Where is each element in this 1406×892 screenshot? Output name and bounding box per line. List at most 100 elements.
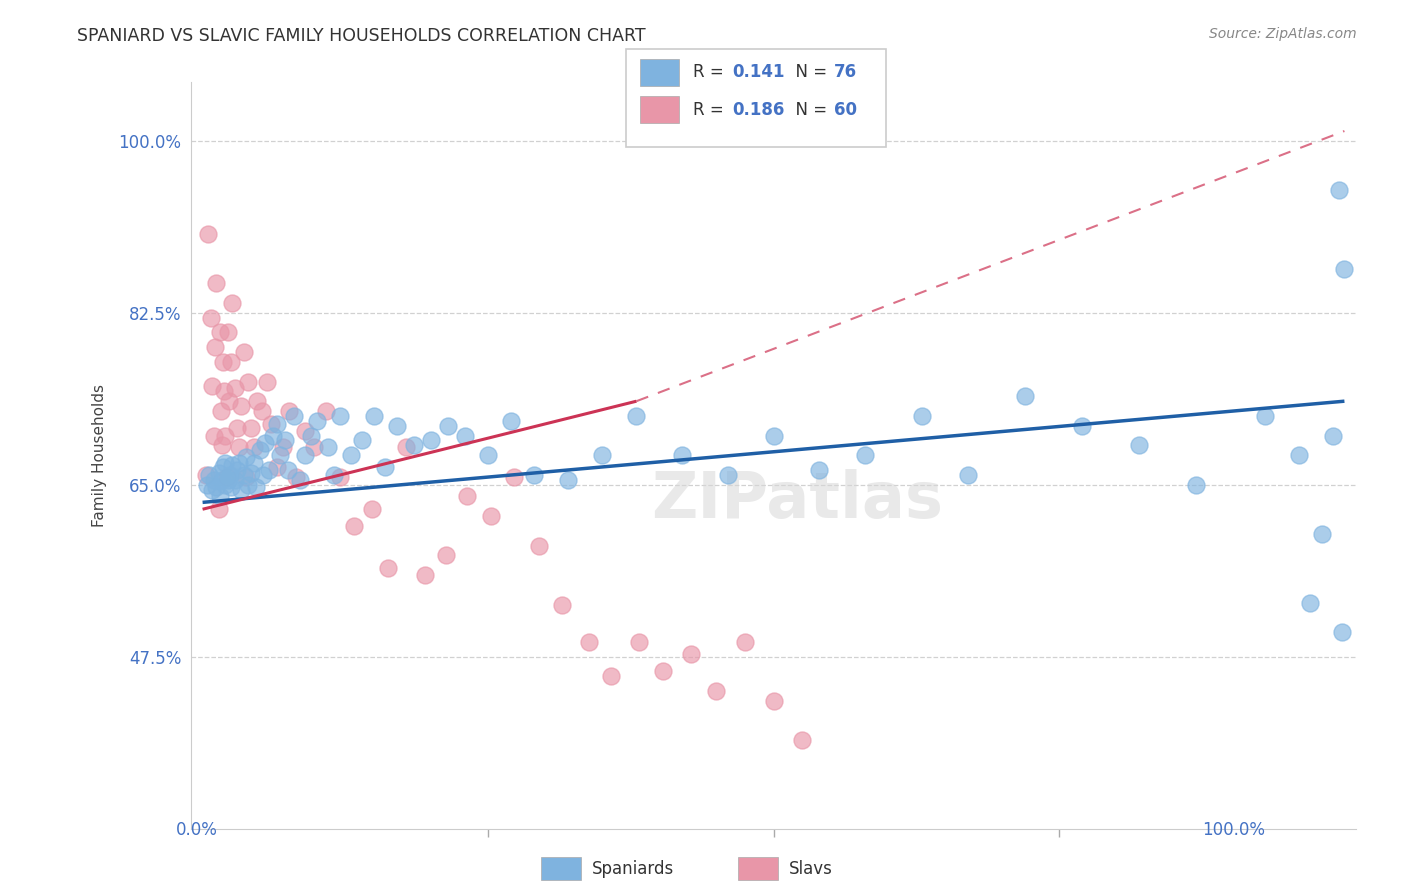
Point [256, 375, 278, 389]
Point [271, 441, 294, 455]
Point [1327, 183, 1350, 197]
Point [434, 549, 457, 563]
Point [395, 441, 418, 455]
Point [207, 502, 229, 516]
Point [1128, 438, 1150, 452]
Point [294, 448, 316, 462]
Point [551, 598, 574, 612]
Point [671, 448, 693, 462]
Point [1185, 477, 1208, 491]
Point [243, 441, 266, 455]
Point [249, 443, 271, 458]
Point [305, 414, 328, 428]
Point [221, 296, 243, 310]
Point [266, 460, 288, 475]
Point [214, 477, 236, 491]
Point [217, 473, 239, 487]
Point [304, 441, 326, 455]
Point [1070, 418, 1092, 433]
Point [808, 463, 831, 477]
Point [956, 467, 979, 482]
Point [252, 467, 274, 482]
Point [219, 355, 242, 369]
Point [202, 428, 225, 442]
Point [266, 417, 288, 431]
Point [204, 340, 226, 354]
Point [205, 480, 228, 494]
Point [254, 436, 277, 450]
Point [322, 467, 344, 482]
Point [221, 458, 243, 472]
Point [246, 394, 269, 409]
Point [238, 375, 260, 389]
Point [208, 490, 231, 504]
Point [224, 473, 246, 487]
Point [717, 467, 740, 482]
Text: 76: 76 [834, 63, 856, 81]
Point [208, 326, 231, 340]
Point [225, 463, 247, 477]
Point [211, 473, 233, 487]
Y-axis label: Family Households: Family Households [93, 384, 107, 526]
Point [316, 441, 339, 455]
Point [591, 448, 613, 462]
Point [1014, 389, 1036, 403]
Point [209, 404, 232, 418]
Point [734, 635, 756, 649]
Text: Slavs: Slavs [789, 860, 832, 878]
Point [231, 483, 253, 497]
Point [385, 418, 408, 433]
Text: 100.0%: 100.0% [1202, 821, 1265, 838]
Point [299, 428, 322, 442]
Point [352, 434, 374, 448]
Point [225, 420, 247, 434]
Point [245, 480, 267, 494]
Point [250, 404, 273, 418]
Point [1322, 428, 1344, 442]
Point [499, 414, 522, 428]
Point [228, 441, 250, 455]
Point [285, 470, 308, 484]
Point [195, 477, 218, 491]
Text: 0.186: 0.186 [733, 101, 785, 119]
Point [402, 438, 425, 452]
Point [202, 473, 225, 487]
Point [437, 418, 460, 433]
Point [243, 456, 266, 470]
Point [790, 733, 813, 747]
Point [198, 467, 221, 482]
Point [217, 326, 239, 340]
Point [529, 539, 551, 553]
Point [1333, 261, 1355, 276]
Point [503, 470, 526, 484]
Text: N =: N = [785, 101, 832, 119]
Point [627, 635, 650, 649]
Point [557, 473, 579, 487]
Point [360, 502, 382, 516]
Point [205, 277, 228, 291]
Point [681, 647, 703, 661]
Point [212, 355, 235, 369]
Point [274, 434, 297, 448]
Point [239, 466, 262, 480]
Point [1331, 625, 1354, 640]
Point [343, 519, 366, 533]
Point [1288, 448, 1310, 462]
Point [219, 467, 242, 482]
Point [363, 409, 385, 423]
Point [481, 509, 503, 524]
Point [235, 470, 257, 484]
Point [257, 463, 280, 477]
Point [283, 409, 305, 423]
Point [706, 684, 728, 698]
Point [1253, 409, 1275, 423]
Point [600, 669, 623, 683]
Point [853, 448, 876, 462]
Point [329, 470, 352, 484]
Point [200, 310, 222, 325]
Point [195, 467, 218, 482]
Point [651, 665, 673, 679]
Text: 60: 60 [834, 101, 856, 119]
Text: R =: R = [693, 63, 730, 81]
Point [218, 394, 240, 409]
